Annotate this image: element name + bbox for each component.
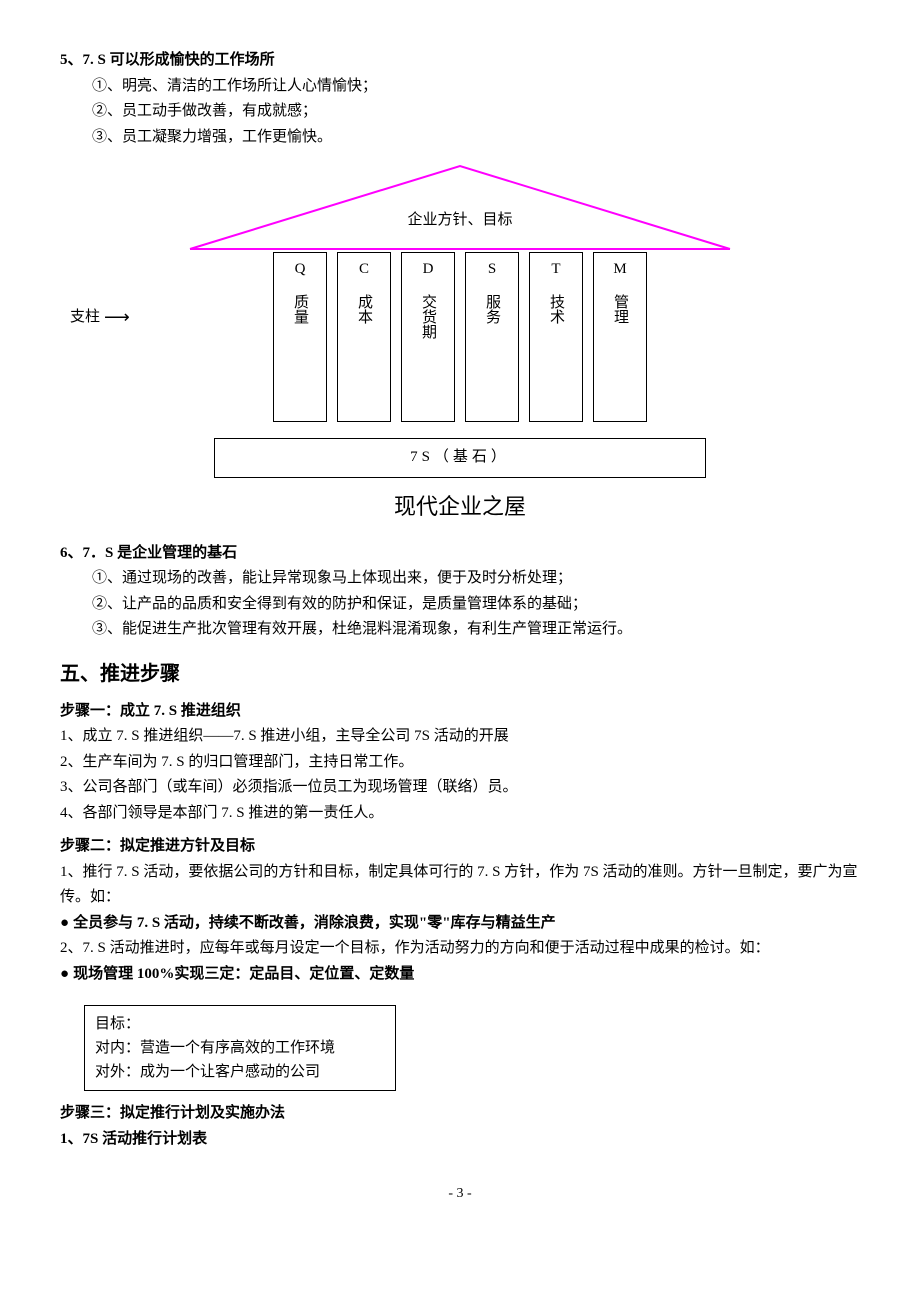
pillar-letter: Q [274, 259, 326, 280]
pillar-cn-text: 管理 [608, 294, 632, 324]
pillar-cn-text: 交货期 [416, 294, 440, 339]
step1-item: 2、生产车间为 7. S 的归口管理部门，主持日常工作。 [60, 750, 860, 776]
pillar: Q 质量 [273, 252, 327, 422]
step3-item: 1、7S 活动推行计划表 [60, 1127, 860, 1153]
sec5-title: 5、7. S 可以形成愉快的工作场所 [60, 48, 860, 74]
pillar: M 管理 [593, 252, 647, 422]
step1-item: 1、成立 7. S 推进组织——7. S 推进小组，主导全公司 7S 活动的开展 [60, 724, 860, 750]
pillar: C 成本 [337, 252, 391, 422]
pillar-cn-text: 技术 [544, 294, 568, 324]
step2-bullet2: ●现场管理 100%实现三定：定品目、定位置、定数量 [60, 962, 860, 988]
support-text: 支柱 [70, 305, 100, 331]
step2-bullet1: ●全员参与 7. S 活动，持续不断改善，消除浪费，实现"零"库存与精益生产 [60, 911, 860, 937]
goal-line: 目标： [95, 1012, 385, 1036]
pillar-cn: 交货期 [402, 294, 454, 347]
base-block: 7S（基石） [214, 438, 706, 478]
step1-item: 3、公司各部门（或车间）必须指派一位员工为现场管理（联络）员。 [60, 775, 860, 801]
step2-title: 步骤二：拟定推进方针及目标 [60, 834, 860, 860]
step2-bullet2-text: 现场管理 100%实现三定：定品目、定位置、定数量 [73, 966, 414, 982]
step2-line1: 1、推行 7. S 活动，要依据公司的方针和目标，制定具体可行的 7. S 方针… [60, 860, 860, 911]
pillar-cn-text: 成本 [352, 294, 376, 324]
page-number: - 3 - [60, 1182, 860, 1206]
pillar-cn-text: 服务 [480, 294, 504, 324]
pillar-cn-text: 质量 [288, 294, 312, 324]
sec5-item: ②、员工动手做改善，有成就感； [92, 99, 860, 125]
pillar-cn: 服务 [466, 294, 518, 332]
pillar-cn: 成本 [338, 294, 390, 332]
pillars-row: 支柱 ⟶ Q质量 C成本 D交货期 S服务 T技术 M管理 [180, 252, 740, 422]
sec5-item: ①、明亮、清洁的工作场所让人心情愉快； [92, 74, 860, 100]
step3-title: 步骤三：拟定推行计划及实施办法 [60, 1101, 860, 1127]
support-label: 支柱 ⟶ [70, 302, 128, 333]
roof-label: 企业方针、目标 [180, 208, 740, 234]
pillar: T 技术 [529, 252, 583, 422]
goal-line: 对内：营造一个有序高效的工作环境 [95, 1036, 385, 1060]
pillar-cn: 质量 [274, 294, 326, 332]
goal-box: 目标： 对内：营造一个有序高效的工作环境 对外：成为一个让客户感动的公司 [84, 1005, 396, 1091]
bullet-icon: ● [60, 966, 69, 982]
sec5-item: ③、员工凝聚力增强，工作更愉快。 [92, 125, 860, 151]
sec6-item: ②、让产品的品质和安全得到有效的防护和保证，是质量管理体系的基础； [92, 592, 860, 618]
bullet-icon: ● [60, 915, 69, 931]
pillar-letter: T [530, 259, 582, 280]
steps-heading: 五、推进步骤 [60, 657, 860, 691]
arrow-right-icon: ⟶ [104, 302, 128, 333]
pillar-letter: D [402, 259, 454, 280]
pillar: D 交货期 [401, 252, 455, 422]
pillar: S 服务 [465, 252, 519, 422]
goal-line: 对外：成为一个让客户感动的公司 [95, 1060, 385, 1084]
diagram-caption: 现代企业之屋 [60, 488, 860, 525]
step2-bullet1-text: 全员参与 7. S 活动，持续不断改善，消除浪费，实现"零"库存与精益生产 [73, 915, 556, 931]
pillar-letter: C [338, 259, 390, 280]
step1-title: 步骤一：成立 7. S 推进组织 [60, 699, 860, 725]
sec6-item: ①、通过现场的改善，能让异常现象马上体现出来，便于及时分析处理； [92, 566, 860, 592]
pillar-cn: 管理 [594, 294, 646, 332]
pillar-letter: S [466, 259, 518, 280]
roof-icon [180, 154, 740, 254]
sec6-item: ③、能促进生产批次管理有效开展，杜绝混料混淆现象，有利生产管理正常运行。 [92, 617, 860, 643]
step1-item: 4、各部门领导是本部门 7. S 推进的第一责任人。 [60, 801, 860, 827]
pillar-letter: M [594, 259, 646, 280]
house-diagram: 企业方针、目标 支柱 ⟶ Q质量 C成本 D交货期 S服务 T技术 M管理 7S… [180, 154, 740, 478]
step2-line2: 2、7. S 活动推进时，应每年或每月设定一个目标，作为活动努力的方向和便于活动… [60, 936, 860, 962]
pillar-cn: 技术 [530, 294, 582, 332]
sec6-title: 6、7．S 是企业管理的基石 [60, 541, 860, 567]
